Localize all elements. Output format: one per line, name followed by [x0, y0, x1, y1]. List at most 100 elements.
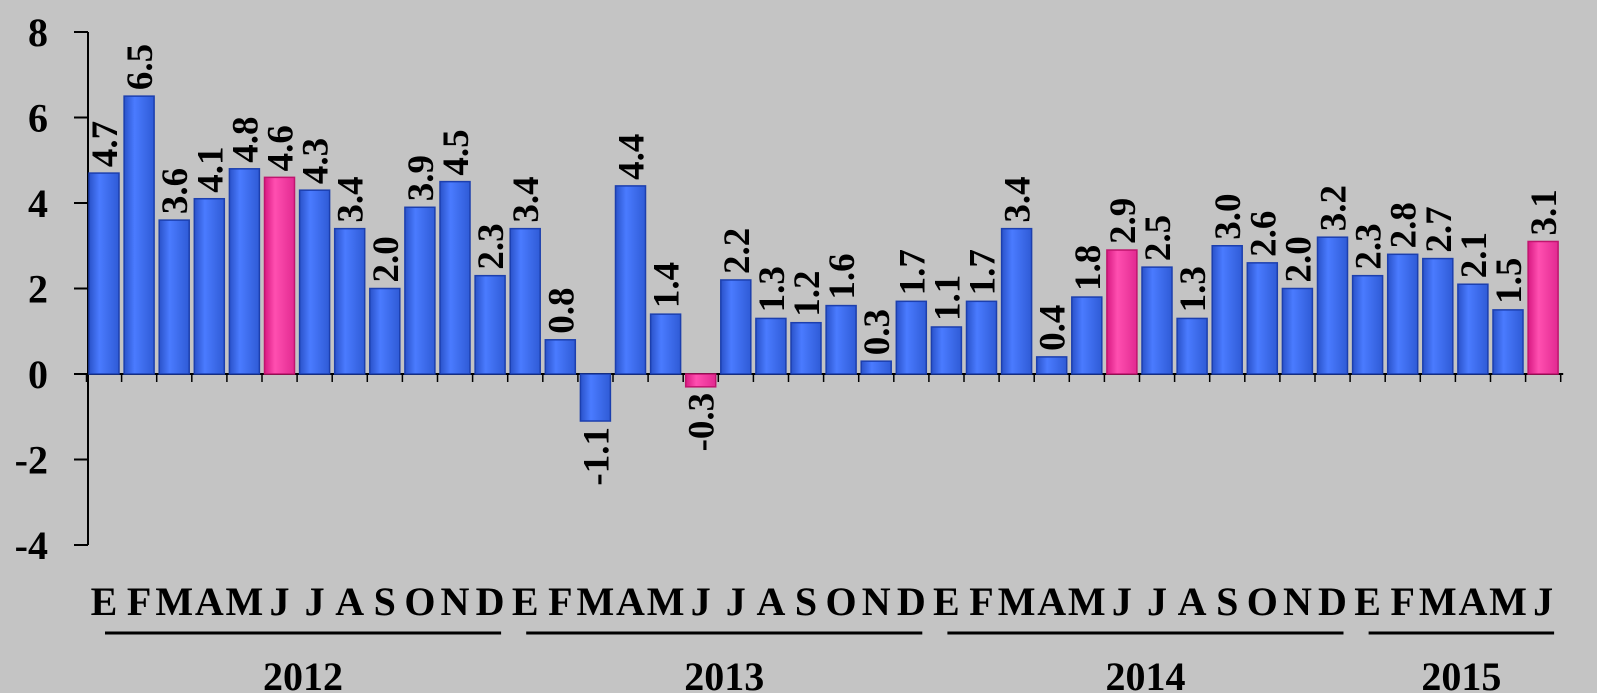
value-label: 2.2: [717, 228, 758, 274]
bar: [1457, 283, 1489, 375]
month-label: F: [548, 579, 572, 624]
highlighted-bar: [684, 373, 717, 388]
value-label: 4.6: [261, 125, 302, 171]
bar: [404, 206, 436, 375]
bar: [369, 287, 401, 375]
value-label: 3.1: [1524, 189, 1565, 235]
bar: [298, 189, 331, 375]
month-label: M: [1068, 579, 1106, 624]
bar: [88, 172, 120, 375]
month-label: E: [933, 579, 960, 624]
value-label: 1.6: [822, 253, 863, 299]
month-label: N: [441, 579, 470, 624]
month-label: N: [1283, 579, 1312, 624]
month-label: M: [1419, 579, 1457, 624]
bar: [1246, 262, 1279, 375]
month-label: O: [404, 579, 435, 624]
month-label: F: [969, 579, 993, 624]
bar: [579, 373, 612, 422]
value-label: 3.4: [998, 176, 1039, 222]
bar: [860, 360, 892, 375]
bar: [790, 321, 822, 375]
month-label: O: [1247, 579, 1278, 624]
month-label: J: [691, 579, 711, 624]
value-label: 2.3: [471, 223, 512, 269]
value-label: 4.1: [190, 146, 231, 192]
highlighted-bar: [1106, 249, 1138, 375]
bar: [755, 317, 787, 375]
value-label: 2.3: [1349, 223, 1390, 269]
value-label: 3.6: [155, 168, 196, 214]
bar: [825, 304, 857, 375]
month-label: E: [512, 579, 539, 624]
month-label: E: [91, 579, 118, 624]
month-label: M: [1489, 579, 1527, 624]
year-label: 2014: [1105, 654, 1185, 693]
month-label: A: [756, 579, 785, 624]
y-tick-label: 2: [28, 267, 48, 312]
bar: [228, 168, 261, 375]
value-label: 2.9: [1103, 198, 1144, 244]
value-label: 4.5: [436, 129, 477, 175]
bar: [474, 274, 506, 375]
value-label: 3.4: [506, 176, 547, 222]
value-label: 1.2: [787, 270, 828, 316]
bar: [1351, 274, 1384, 375]
month-label: D: [897, 579, 926, 624]
value-label: 4.8: [225, 117, 266, 163]
highlighted-bar: [263, 176, 296, 375]
year-label: 2012: [263, 654, 343, 693]
value-label: 2.5: [1138, 215, 1179, 261]
value-label: 0.8: [541, 288, 582, 334]
bar: [1211, 245, 1243, 375]
month-label: E: [1354, 579, 1381, 624]
year-label: 2013: [684, 654, 764, 693]
y-tick-label: -4: [15, 523, 48, 568]
value-label: 1.7: [963, 249, 1004, 295]
value-label: 3.0: [1208, 194, 1249, 240]
bar: [193, 197, 226, 375]
value-label: 1.3: [1173, 266, 1214, 312]
bar: [1000, 227, 1033, 375]
month-label: J: [726, 579, 746, 624]
bar: [614, 185, 647, 375]
bar: [509, 227, 541, 375]
month-label: O: [826, 579, 857, 624]
value-label: 4.3: [296, 138, 337, 184]
y-tick-label: 8: [28, 10, 48, 55]
month-label: S: [374, 579, 396, 624]
bar: [649, 313, 682, 375]
month-label: M: [155, 579, 193, 624]
value-label: 3.4: [331, 176, 372, 222]
value-label: 6.5: [120, 44, 161, 90]
month-label: A: [1458, 579, 1487, 624]
bar: [1035, 356, 1068, 375]
y-tick-label: 4: [28, 181, 48, 226]
value-label: 4.4: [612, 134, 653, 180]
month-label: S: [795, 579, 817, 624]
value-label: 1.4: [647, 262, 688, 308]
month-label: A: [1178, 579, 1207, 624]
month-label: N: [862, 579, 891, 624]
bar: [123, 95, 155, 375]
bar: [965, 300, 998, 375]
bar: [1316, 236, 1349, 375]
month-label: A: [335, 579, 364, 624]
value-label: 2.0: [1278, 236, 1319, 282]
value-label: 3.2: [1314, 185, 1355, 231]
month-label: J: [1533, 579, 1553, 624]
bar: [544, 339, 577, 375]
bar: [1071, 296, 1103, 375]
month-label: A: [1037, 579, 1066, 624]
month-label: D: [476, 579, 505, 624]
y-tick-label: -2: [15, 438, 48, 483]
bar: [1281, 287, 1314, 375]
bar: [333, 227, 366, 375]
month-label: F: [1390, 579, 1414, 624]
month-label: A: [616, 579, 645, 624]
value-label: 1.3: [752, 266, 793, 312]
month-label: F: [127, 579, 151, 624]
month-label: J: [1147, 579, 1167, 624]
value-label: 1.1: [927, 275, 968, 321]
